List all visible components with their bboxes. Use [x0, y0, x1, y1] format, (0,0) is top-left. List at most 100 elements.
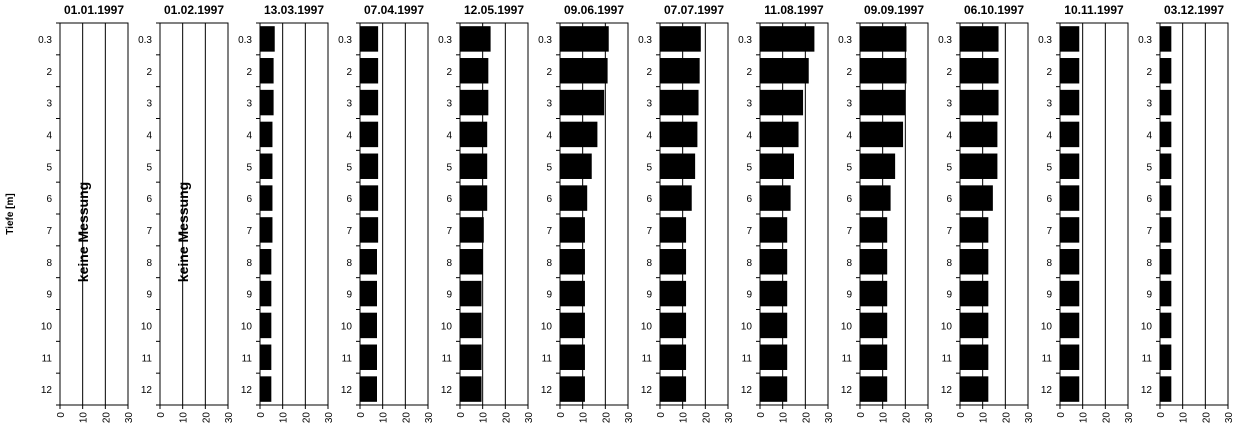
- panel-4-ytick-label: 0.3: [338, 35, 352, 46]
- panel-9-bar-12: [860, 376, 888, 402]
- panel-6-bar-3: [560, 89, 605, 116]
- panel-8-bar-3: [760, 89, 804, 116]
- panel-7-xtick-label: 0: [656, 412, 667, 418]
- panel-2-ytick-label: 3: [146, 99, 152, 110]
- panel-11-xtick-label: 20: [1101, 412, 1112, 424]
- panel-11-xtick-label: 30: [1124, 412, 1135, 424]
- panel-9-ytick-label: 9: [846, 290, 852, 301]
- panel-3-bar-11: [260, 344, 272, 370]
- panel-9-bar-3: [860, 89, 906, 116]
- panel-3-bar-12: [260, 376, 272, 402]
- panel-10-bar-4: [960, 121, 998, 148]
- y-axis-label: Tiefe [m]: [5, 193, 16, 235]
- panel-9-ytick-label: 7: [846, 226, 852, 237]
- panel-8-bar-7: [760, 217, 788, 243]
- panel-4-bar-7: [360, 217, 379, 243]
- panel-7-xtick-label: 10: [679, 412, 690, 424]
- panel-2-ytick-label: 9: [146, 290, 152, 301]
- panel-1-xtick-label: 0: [56, 412, 67, 418]
- panel-6-bar-5: [560, 153, 592, 179]
- panel-4-bar-1: [360, 26, 379, 52]
- panel-6-bar-12: [560, 376, 585, 402]
- panel-11-ytick-label: 9: [1046, 290, 1052, 301]
- panel-3-bar-8: [260, 249, 272, 275]
- panel-8-ytick-label: 11: [742, 353, 753, 364]
- panel-12-ytick-label: 2: [1146, 67, 1152, 78]
- panel-4-bar-3: [360, 89, 379, 116]
- panel-6-title: 09.06.1997: [564, 3, 624, 17]
- panel-12-ytick-label: 4: [1146, 130, 1152, 141]
- panel-8-bar-5: [760, 153, 794, 179]
- panel-12-xtick-label: 20: [1201, 412, 1212, 424]
- panel-8-title: 11.08.1997: [764, 3, 824, 17]
- panel-2-ytick-label: 4: [146, 130, 152, 141]
- panel-4-xtick-label: 20: [401, 412, 412, 424]
- panel-6-xtick-label: 0: [556, 412, 567, 418]
- panel-11-bar-10: [1060, 312, 1080, 339]
- panel-4-xtick-label: 30: [424, 412, 435, 424]
- panel-8-ytick-label: 4: [746, 130, 752, 141]
- panel-8-bar-12: [760, 376, 788, 402]
- panel-2-ytick-label: 6: [146, 194, 152, 205]
- panel-11-xtick-label: 0: [1056, 412, 1067, 418]
- panel-6-ytick-label: 2: [546, 67, 552, 78]
- panel-6-ytick-label: 11: [542, 353, 553, 364]
- panel-1-note: keine Messung: [75, 182, 91, 282]
- panel-8-ytick-label: 12: [741, 385, 753, 396]
- panel-9-ytick-label: 8: [846, 258, 852, 269]
- panel-9-ytick-label: 4: [846, 130, 852, 141]
- panel-7-ytick-label: 4: [646, 130, 652, 141]
- panel-7-bar-8: [660, 249, 687, 275]
- panel-6-xtick-label: 10: [579, 412, 590, 424]
- panel-12-bar-3: [1160, 89, 1172, 116]
- panel-3-ytick-label: 5: [246, 162, 252, 173]
- panel-10-ytick-label: 5: [946, 162, 952, 173]
- panel-11-title: 10.11.1997: [1064, 3, 1124, 17]
- panel-3-xtick-label: 30: [324, 412, 335, 424]
- panel-5-bar-11: [460, 344, 482, 370]
- panel-5-ytick-label: 12: [441, 385, 453, 396]
- panel-5-ytick-label: 6: [446, 194, 452, 205]
- panel-1-ytick-label: 7: [46, 226, 52, 237]
- panel-12-ytick-label: 6: [1146, 194, 1152, 205]
- panel-2-ytick-label: 0.3: [138, 35, 152, 46]
- panel-5-bar-3: [460, 89, 489, 116]
- panel-6-ytick-label: 9: [546, 290, 552, 301]
- panel-12-ytick-label: 12: [1141, 385, 1153, 396]
- panel-6-ytick-label: 5: [546, 162, 552, 173]
- panel-5-bar-2: [460, 58, 489, 84]
- panel-4-bar-6: [360, 185, 379, 211]
- panel-6-bar-9: [560, 280, 585, 307]
- panel-8-ytick-label: 3: [746, 99, 752, 110]
- panel-7-ytick-label: 3: [646, 99, 652, 110]
- panel-6-ytick-label: 12: [541, 385, 553, 396]
- panel-11-ytick-label: 0.3: [1038, 35, 1052, 46]
- panel-3-title: 13.03.1997: [264, 3, 324, 17]
- panel-10-bar-1: [960, 26, 999, 52]
- panel-11-bar-8: [1060, 249, 1080, 275]
- panel-1-ytick-label: 12: [41, 385, 53, 396]
- panel-11-bar-11: [1060, 344, 1080, 370]
- panel-10-bar-12: [960, 376, 989, 402]
- panel-10-bar-11: [960, 344, 989, 370]
- panel-10-ytick-label: 8: [946, 258, 952, 269]
- panel-9-ytick-label: 5: [846, 162, 852, 173]
- panel-7-bar-12: [660, 376, 687, 402]
- panel-2-ytick-label: 2: [146, 67, 152, 78]
- panel-12-bar-11: [1160, 344, 1172, 370]
- panel-7-bar-9: [660, 280, 687, 307]
- panel-8-bar-1: [760, 26, 815, 52]
- panel-4-bar-5: [360, 153, 379, 179]
- panel-1-ytick-label: 0.3: [38, 35, 52, 46]
- panel-5-title: 12.05.1997: [464, 3, 524, 17]
- panel-11-bar-1: [1060, 26, 1080, 52]
- panel-10-title: 06.10.1997: [964, 3, 1024, 17]
- panel-6-bar-6: [560, 185, 588, 211]
- panel-11-ytick-label: 6: [1046, 194, 1052, 205]
- panel-6-ytick-label: 7: [546, 226, 552, 237]
- panel-2-title: 01.02.1997: [164, 3, 224, 17]
- panel-1-ytick-label: 4: [46, 130, 52, 141]
- panel-7-ytick-label: 7: [646, 226, 652, 237]
- panel-3-ytick-label: 10: [241, 321, 253, 332]
- panel-12-ytick-label: 10: [1141, 321, 1153, 332]
